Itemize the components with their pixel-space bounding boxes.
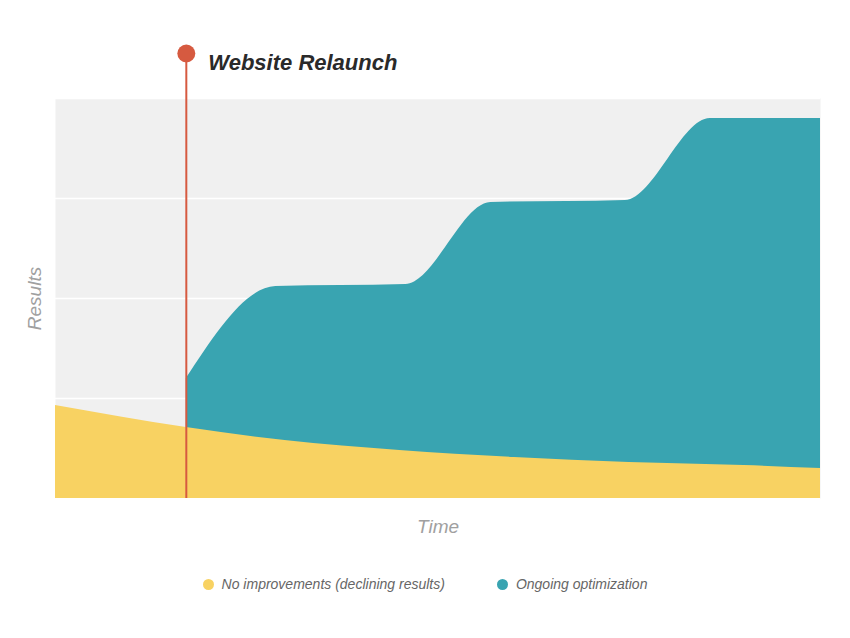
svg-text:Results: Results [24,266,45,330]
svg-text:Website Relaunch: Website Relaunch [208,50,397,75]
html-text:No improvements (declining res: No improvements (declining results) [221,576,445,592]
html-text:Ongoing optimization: Ongoing optimization [515,576,648,592]
svg-text:Time: Time [417,516,459,537]
